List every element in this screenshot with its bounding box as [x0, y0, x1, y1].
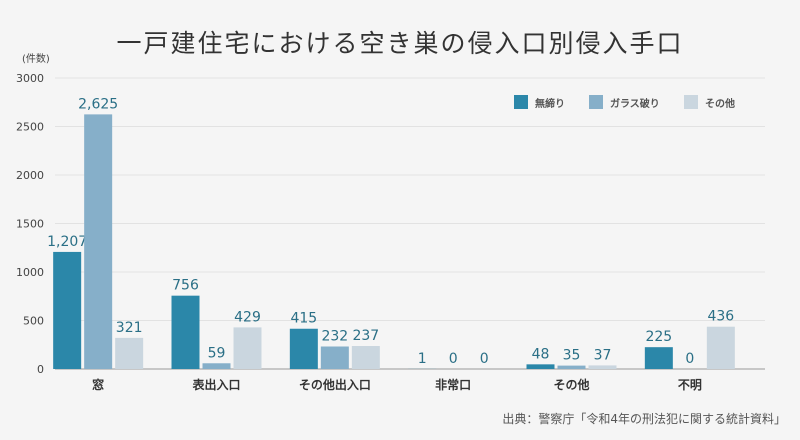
- bar-1: [53, 251, 82, 369]
- data-label: 2,625: [78, 96, 118, 112]
- bar-2: [557, 365, 586, 369]
- data-label: 37: [594, 347, 612, 363]
- data-label: 0: [480, 351, 489, 367]
- y-tick-label: 1500: [16, 218, 44, 231]
- chart-title: 一戸建住宅における空き巣の侵入口別侵入手口: [116, 29, 684, 58]
- legend-swatch: [684, 95, 698, 109]
- y-tick-label: 2500: [16, 121, 44, 134]
- x-tick-label: 不明: [678, 378, 702, 392]
- data-label: 237: [352, 328, 379, 344]
- bar-1: [171, 295, 200, 369]
- bar-2: [84, 114, 113, 369]
- legend-swatch: [589, 95, 603, 109]
- bar-1: [289, 328, 318, 369]
- data-label: 0: [449, 351, 458, 367]
- legend-label: その他: [705, 97, 735, 110]
- y-axis-label: (件数): [22, 52, 50, 65]
- source-note: 出典：警察庁「令和4年の刑法犯に関する統計資料」: [502, 412, 786, 426]
- y-tick-label: 2000: [16, 169, 44, 182]
- data-label: 321: [116, 320, 143, 336]
- bar-3: [706, 326, 735, 369]
- bar-2: [202, 363, 231, 369]
- bar-1: [526, 364, 555, 369]
- data-label: 436: [707, 309, 734, 325]
- x-tick-label: その他出入口: [299, 377, 371, 392]
- data-label: 0: [685, 351, 694, 367]
- bar-3: [351, 346, 380, 369]
- x-tick-label: 窓: [92, 377, 104, 392]
- data-label: 35: [563, 348, 581, 364]
- bar-3: [115, 337, 144, 369]
- y-tick-label: 500: [23, 315, 44, 328]
- data-label: 48: [532, 346, 550, 362]
- data-label: 232: [321, 328, 348, 344]
- data-label: 756: [172, 278, 199, 294]
- data-label: 429: [234, 309, 261, 325]
- data-label: 1: [418, 351, 427, 367]
- y-tick-label: 0: [37, 363, 44, 376]
- y-tick-label: 1000: [16, 266, 44, 279]
- data-label: 59: [208, 345, 226, 361]
- bar-2: [320, 346, 349, 369]
- x-tick-label: 非常口: [435, 377, 471, 392]
- data-label: 225: [645, 329, 672, 345]
- legend-label: 無締り: [535, 97, 565, 110]
- bar-1: [644, 347, 673, 369]
- y-tick-label: 3000: [16, 72, 44, 85]
- bar-3: [588, 365, 617, 369]
- data-label: 1,207: [47, 234, 87, 250]
- x-tick-label: 表出入口: [191, 377, 240, 392]
- legend-swatch: [514, 95, 528, 109]
- legend-label: ガラス破り: [610, 97, 660, 110]
- x-tick-label: その他: [553, 377, 589, 392]
- data-label: 415: [290, 311, 317, 327]
- bar-3: [233, 327, 262, 369]
